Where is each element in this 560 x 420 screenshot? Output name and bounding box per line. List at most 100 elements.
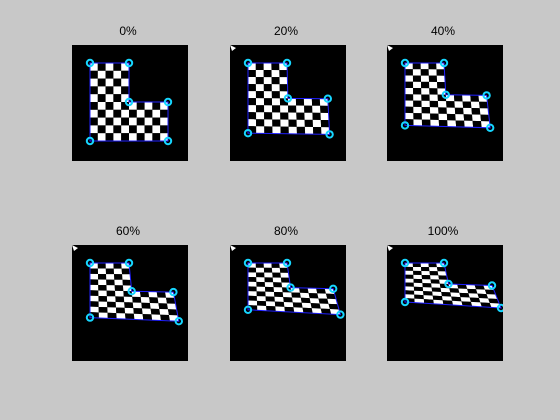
checker-cell	[99, 301, 108, 307]
checker-cell	[98, 79, 106, 87]
checker-cell	[152, 118, 160, 126]
checker-cell	[280, 105, 288, 112]
checker-cell	[90, 110, 98, 118]
checker-cell	[148, 292, 157, 298]
checker-cell	[312, 99, 320, 106]
checker-cell	[321, 120, 329, 127]
checker-cell	[313, 127, 321, 134]
checker-cell	[422, 279, 431, 283]
checker-cell	[308, 288, 318, 293]
checker-cell	[256, 84, 264, 91]
checker-cell	[264, 77, 272, 84]
checker-cell	[272, 127, 280, 134]
panel-title-4: 60%	[68, 224, 188, 238]
checker-cell	[455, 114, 464, 121]
checker-cell	[90, 86, 98, 94]
checker-cell	[248, 112, 256, 119]
checker-cell	[98, 71, 106, 79]
checker-cell	[456, 120, 465, 127]
checker-cell	[320, 106, 328, 113]
checker-cell	[115, 296, 124, 302]
checker-cell	[422, 113, 431, 120]
checker-cell	[447, 108, 456, 115]
checker-cell	[106, 285, 115, 291]
checker-cell	[405, 267, 413, 271]
checker-cell	[272, 268, 281, 273]
checker-cell	[464, 114, 473, 121]
checker-cell	[116, 302, 125, 308]
checker-cell	[421, 82, 429, 88]
checker-cell	[256, 268, 264, 273]
panel-title-3: 40%	[383, 24, 503, 38]
checker-cell	[125, 313, 134, 319]
checker-cell	[272, 77, 280, 84]
checker-cell	[288, 120, 296, 127]
checker-cell	[140, 291, 149, 297]
checker-cell	[248, 84, 256, 91]
corner-artifact	[230, 45, 236, 51]
checker-cell	[121, 79, 129, 87]
checker-cell	[256, 77, 264, 84]
checker-cell	[280, 120, 288, 127]
checker-cell	[106, 71, 114, 79]
checker-cell	[279, 70, 287, 77]
checker-cell	[90, 290, 98, 296]
checker-cell	[414, 283, 423, 287]
checker-cell	[413, 69, 421, 75]
checker-cell	[116, 313, 125, 319]
checker-cell	[129, 118, 137, 126]
checker-cell	[413, 94, 421, 100]
checker-cell	[479, 102, 488, 109]
checker-cell	[160, 315, 170, 321]
checker-cell	[264, 98, 272, 105]
warp-panel-3	[387, 45, 503, 161]
checker-cell	[272, 70, 280, 77]
checker-cell	[265, 292, 274, 297]
checker-cell	[98, 263, 106, 269]
checker-cell	[476, 289, 487, 294]
checker-cell	[413, 107, 421, 113]
checker-cell	[160, 125, 168, 133]
checker-cell	[134, 314, 143, 320]
warp-panel-6	[387, 245, 503, 361]
checker-cell	[272, 112, 280, 119]
warp-plot-2	[230, 45, 346, 161]
checker-cell	[284, 302, 294, 307]
checker-cell	[441, 292, 451, 297]
checker-cell	[280, 127, 288, 134]
checker-cell	[248, 70, 256, 77]
checker-cell	[480, 108, 489, 115]
checker-cell	[125, 308, 134, 314]
checker-cell	[274, 287, 283, 292]
warp-panel-2	[230, 45, 346, 161]
checker-cell	[98, 279, 106, 285]
checker-cell	[470, 95, 479, 102]
checker-cell	[430, 120, 439, 127]
checker-cell	[142, 308, 151, 314]
checker-cell	[430, 113, 439, 120]
checker-cell	[113, 110, 121, 118]
checker-cell	[98, 274, 106, 280]
checker-cell	[248, 268, 256, 273]
checker-cell	[305, 127, 313, 134]
checker-cell	[438, 275, 447, 279]
checker-cell	[297, 120, 305, 127]
checker-cell	[280, 268, 289, 273]
checker-cell	[283, 297, 293, 302]
checker-cell	[115, 291, 124, 297]
checker-cell	[99, 307, 108, 313]
checker-cell	[141, 303, 150, 309]
checker-cell	[421, 69, 429, 75]
checker-cell	[106, 63, 114, 71]
checker-cell	[281, 278, 290, 283]
checker-cell	[422, 107, 431, 113]
checker-cell	[129, 133, 137, 141]
checker-cell	[90, 79, 98, 87]
checker-cell	[454, 95, 463, 102]
checker-cell	[414, 291, 423, 295]
checker-cell	[145, 133, 153, 141]
checker-cell	[293, 302, 303, 307]
checker-cell	[280, 84, 288, 91]
checker-cell	[431, 283, 440, 287]
checker-cell	[441, 288, 451, 293]
